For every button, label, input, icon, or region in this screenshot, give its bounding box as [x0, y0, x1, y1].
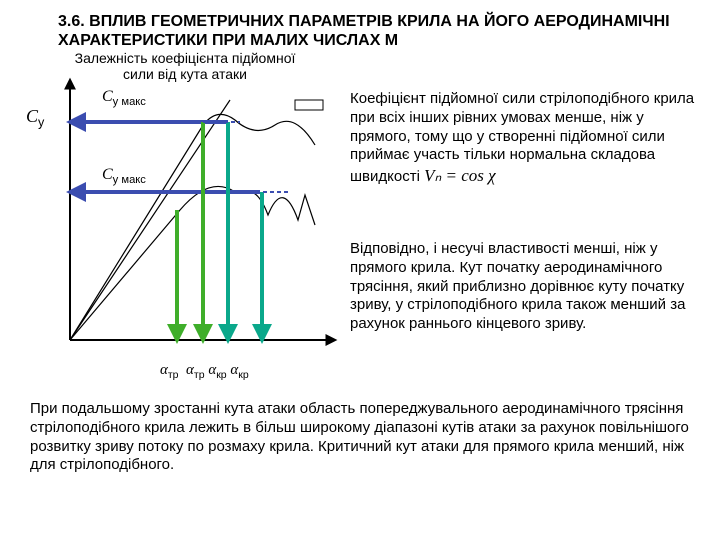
lift-coefficient-diagram — [40, 70, 340, 360]
x-axis-labels: αтр αтр αкр αкр — [160, 362, 249, 381]
paragraph-2: Відповідно, і несучі властивості менші, … — [350, 240, 700, 334]
formula-vn: Vₙ = cos χ — [424, 166, 496, 185]
paragraph-1: Коефіцієнт підйомної сили стрілоподібног… — [350, 90, 700, 187]
section-title: 3.6. ВПЛИВ ГЕОМЕТРИЧНИХ ПАРАМЕТРІВ КРИЛА… — [58, 12, 688, 50]
paragraph-3: При подальшому зростанні кута атаки обла… — [30, 400, 692, 475]
